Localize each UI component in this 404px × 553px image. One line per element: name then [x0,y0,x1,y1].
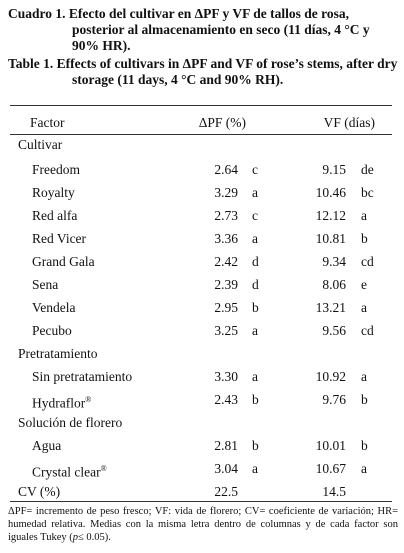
vf-group: b [361,438,368,453]
pf-group: b [252,300,259,315]
pf-value: 2.81 [214,438,238,453]
vf-group: b [361,231,368,246]
vf-value: 10.81 [315,231,346,246]
pf-group: d [252,277,259,292]
row-label-text: Sin pretratamiento [32,369,133,384]
footnote: ΔPF= incremento de peso fresco; VF: vida… [8,505,398,544]
row-label-text: Red Vicer [32,231,87,246]
pf-value: 2.64 [214,162,238,177]
vf-value: 10.67 [315,461,346,476]
pf-value: 3.25 [214,323,238,338]
trademark: ® [85,395,92,404]
header-cell: VF (días) [323,115,375,130]
vf-group: cd [361,254,374,269]
pf-group: b [252,392,259,407]
pf-value: 3.30 [214,369,238,384]
header-cell: ΔPF (%) [198,115,246,130]
pf-group: c [252,162,258,177]
vf-group: a [361,208,367,223]
group-name: Pretratamiento [18,346,98,361]
pf-value: 22.5 [214,484,238,499]
vf-group: bc [361,185,374,200]
row-label-text: Freedom [32,162,80,177]
title-text: Efecto del cultivar en ΔPF y VF de tallo… [68,6,370,53]
vf-value: 10.92 [315,369,346,384]
footnote-text: ≤ 0.05). [78,532,111,543]
row-label-text: Crystal clear [32,464,101,480]
row-label-text: Royalty [32,185,75,200]
pf-value: 2.95 [214,300,238,315]
pf-value: 3.29 [214,185,238,200]
header-cell: Factor [30,115,65,130]
footnote-p: p [72,532,79,543]
row-label-text: Red alfa [32,208,78,223]
row-label: Vendela [32,300,75,316]
row-label: Royalty [32,185,75,201]
row-label: Hydraflor® [32,392,91,412]
title-en: Table 1. Effects of cultivars in ΔPF and… [8,56,398,88]
pf-group: a [252,231,258,246]
row-label: Pecubo [32,323,72,339]
row-label-text: Sena [32,277,59,292]
vf-group: cd [361,323,374,338]
row-label: Red alfa [32,208,77,224]
pf-group: c [252,208,258,223]
pf-value: 2.42 [214,254,238,269]
pf-value: 2.73 [214,208,238,223]
pf-group: a [252,369,258,384]
vf-value: 8.06 [322,277,346,292]
vf-group: b [361,392,368,407]
pf-value: 2.43 [214,392,238,407]
pf-group: a [252,323,258,338]
cv-label: CV (%) [18,484,61,499]
pf-group: b [252,438,259,453]
row-label-text: Agua [32,438,62,453]
pf-group: d [252,254,259,269]
vf-value: 14.5 [322,484,346,499]
vf-value: 9.34 [322,254,346,269]
row-label: Crystal clear® [32,461,107,481]
pf-group: a [252,461,258,476]
vf-group: a [361,461,367,476]
vf-value: 13.21 [315,300,346,315]
vf-value: 12.12 [315,208,346,223]
vf-value: 9.15 [322,162,346,177]
vf-group: e [361,277,367,292]
trademark: ® [100,464,107,473]
vf-value: 9.76 [322,392,346,407]
title-label: Table 1. [8,56,54,71]
row-label: Grand Gala [32,254,95,270]
rule [10,134,392,135]
footnote-text: ΔPF= incremento de peso fresco; VF: vida… [8,506,398,543]
row-label: Freedom [32,162,80,178]
vf-value: 9.56 [322,323,346,338]
pf-value: 2.39 [214,277,238,292]
vf-value: 10.46 [315,185,346,200]
pf-value: 3.36 [214,231,238,246]
pf-value: 3.04 [214,461,238,476]
vf-value: 10.01 [315,438,346,453]
vf-group: a [361,300,367,315]
row-label: Red Vicer [32,231,86,247]
row-label-text: Hydraflor [32,395,86,411]
row-label-text: Pecubo [32,323,72,338]
title-label: Cuadro 1. [8,6,66,21]
row-label: Agua [32,438,61,454]
group-name: Cultivar [18,137,63,152]
title-text: Effects of cultivars in ΔPF and VF of ro… [56,56,398,87]
vf-group: de [361,162,374,177]
row-label: Sin pretratamiento [32,369,132,385]
row-label: Sena [32,277,58,293]
rule [10,105,392,106]
row-label-text: Grand Gala [32,254,95,269]
pf-group: a [252,185,258,200]
title-es: Cuadro 1. Efecto del cultivar en ΔPF y V… [8,6,398,54]
row-label-text: Vendela [32,300,76,315]
vf-group: a [361,369,367,384]
group-name: Solución de florero [18,415,123,430]
rule [10,501,392,502]
